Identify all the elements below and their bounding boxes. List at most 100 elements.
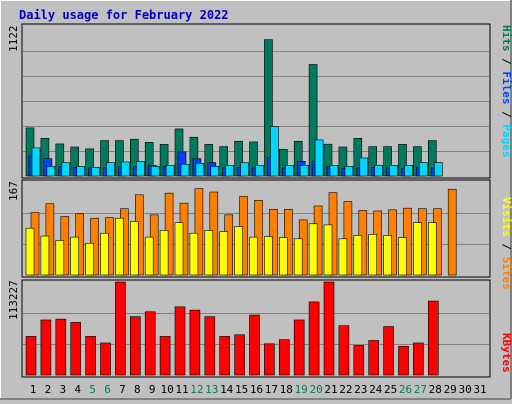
day-axis-labels: 1 2 3 4 5 6 7 8 9 10 11 12 13 14 15 16 17 18 19 20 21 22 23 24 2…	[30, 383, 487, 396]
legend-files: Files	[500, 71, 512, 104]
kbytes-bar	[278, 339, 290, 376]
day-label: 27	[414, 383, 427, 396]
day-label: 10	[160, 383, 173, 396]
day-label: 5	[89, 383, 96, 396]
hits-panel-legend: Hits / Files / Pages	[500, 25, 512, 158]
day-label: 21	[324, 383, 337, 396]
sites-bar	[100, 232, 109, 276]
pages-bar	[150, 166, 160, 177]
kbytes-bar	[323, 281, 335, 376]
day-label: 2	[45, 383, 52, 396]
kbytes-bar	[100, 342, 111, 376]
kbytes-ymax-label: 113227	[7, 280, 20, 320]
kbytes-bar	[219, 336, 230, 376]
sites-bar	[234, 226, 243, 276]
sites-bar	[383, 235, 392, 276]
pages-bar	[136, 160, 145, 177]
kbytes-bar	[115, 281, 126, 376]
visits-bar	[343, 201, 353, 276]
pages-bar	[240, 162, 249, 177]
pages-bar	[433, 162, 443, 177]
visits-bar	[194, 188, 204, 276]
legend-visits: Visits	[500, 197, 512, 237]
pages-bar	[180, 163, 190, 177]
sites-bar	[204, 230, 214, 276]
pages-bar	[210, 166, 220, 177]
sites-bar	[189, 232, 199, 276]
sites-bar	[264, 236, 273, 276]
pages-bar	[329, 165, 339, 177]
sites-bar	[398, 237, 407, 276]
sites-bar	[278, 237, 288, 276]
pages-bar	[299, 165, 309, 177]
day-label: 16	[250, 383, 263, 396]
kbytes-bar	[264, 343, 275, 376]
pages-bar	[419, 162, 428, 177]
chart-title: Daily usage for February 2022	[19, 8, 229, 22]
pages-bar	[270, 126, 279, 177]
sites-bar	[130, 221, 139, 276]
kbytes-bar	[174, 306, 186, 376]
pages-bar	[165, 165, 175, 177]
day-label: 23	[354, 383, 367, 396]
kbytes-bar	[383, 326, 394, 376]
sites-bar	[40, 235, 50, 276]
kbytes-bar	[25, 336, 37, 376]
kbytes-bar	[249, 314, 260, 376]
pages-bar	[374, 165, 384, 177]
day-label: 22	[339, 383, 352, 396]
sites-bar	[174, 222, 184, 276]
pages-bar	[314, 139, 324, 177]
pages-bar	[255, 165, 264, 177]
day-label: 25	[384, 383, 397, 396]
day-label: 31	[473, 383, 486, 396]
visits-panel-legend: Visits / Sites	[500, 197, 512, 290]
pages-bar	[61, 162, 71, 177]
day-label: 24	[369, 383, 383, 396]
kbytes-bar	[293, 319, 305, 376]
kbytes-bar	[427, 300, 439, 376]
kbytes-bar	[85, 336, 96, 376]
pages-bar	[91, 167, 100, 177]
day-label: 29	[444, 383, 457, 396]
day-label: 12	[190, 383, 203, 396]
pages-bar	[389, 165, 398, 177]
pages-bar	[31, 147, 41, 177]
sites-bar	[293, 238, 303, 276]
kbytes-bar	[55, 318, 67, 376]
kbytes-bar	[234, 334, 245, 376]
day-label: 8	[134, 383, 141, 396]
visits-ymax-label: 167	[7, 181, 20, 201]
pages-bar	[46, 166, 56, 177]
day-label: 3	[59, 383, 66, 396]
legend-pages: Pages	[500, 124, 512, 157]
day-label: 19	[295, 383, 308, 396]
day-label: 11	[175, 383, 188, 396]
visits-bar	[447, 188, 457, 276]
sites-bar	[25, 227, 35, 276]
kbytes-panel-legend: KBytes	[500, 333, 512, 373]
pages-bar	[404, 165, 413, 177]
legend-hits: Hits	[500, 25, 512, 52]
kbytes-bar	[189, 309, 201, 376]
kbytes-bar	[308, 301, 320, 376]
pages-bar	[359, 157, 369, 177]
sites-bar	[353, 235, 363, 276]
kbytes-bar	[40, 319, 52, 376]
sites-bar	[323, 224, 333, 276]
day-label: 28	[429, 383, 442, 396]
pages-bar	[284, 165, 294, 177]
pages-bar	[344, 166, 354, 177]
sites-bar	[159, 230, 169, 276]
sites-bar	[427, 222, 437, 276]
sites-bar	[144, 236, 154, 276]
sites-bar	[249, 236, 258, 276]
sites-bar	[368, 234, 378, 276]
kbytes-bar	[204, 316, 216, 376]
pages-bar	[225, 165, 234, 177]
sites-bar	[115, 217, 124, 276]
kbytes-bar	[70, 322, 81, 376]
kbytes-bar	[338, 325, 350, 376]
